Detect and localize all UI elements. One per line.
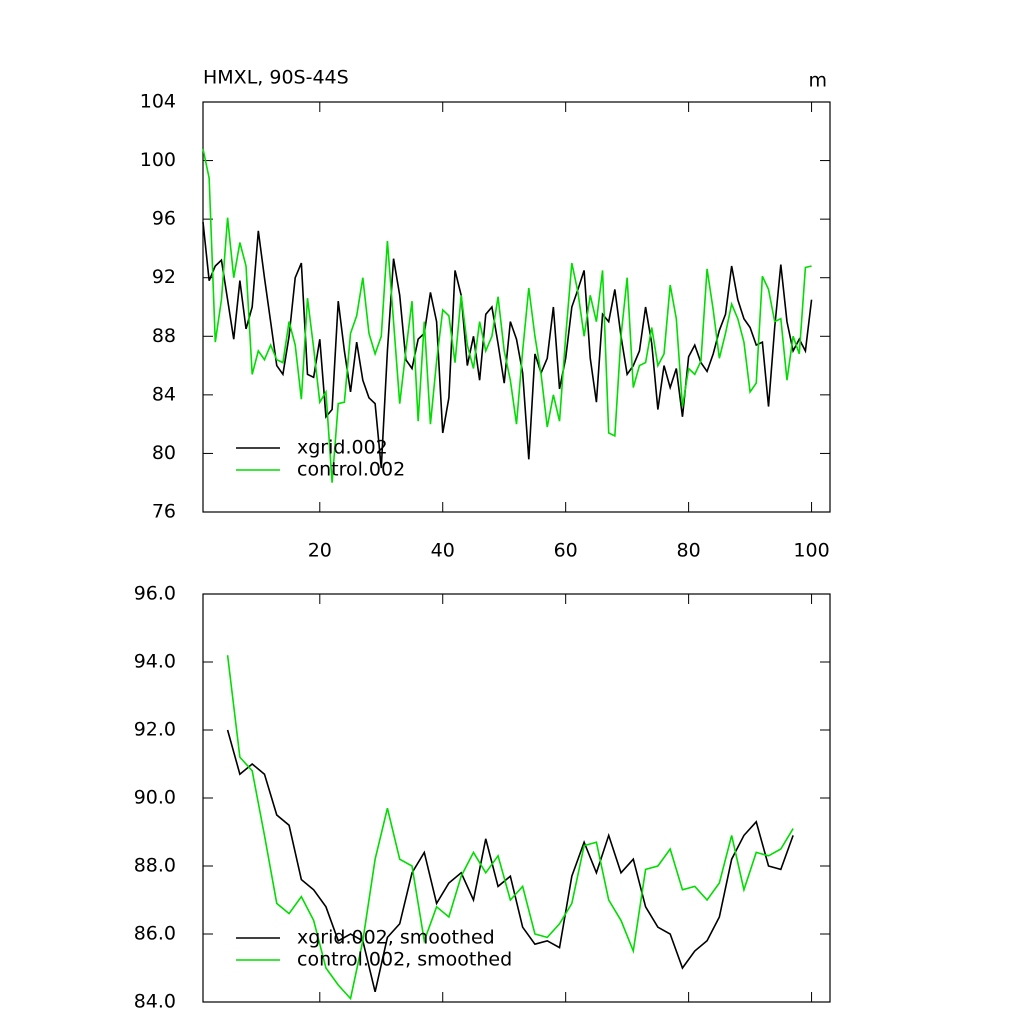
y-tick-label: 84 xyxy=(152,383,176,405)
x-tick-label: 80 xyxy=(677,540,701,562)
y-tick-label: 90.0 xyxy=(134,787,176,809)
plot-frame xyxy=(202,101,831,513)
y-tick-label: 96 xyxy=(152,208,176,230)
y-tick-label: 80 xyxy=(152,442,176,464)
y-tick-label: 86.0 xyxy=(134,923,176,945)
y-tick-label: 92 xyxy=(152,266,176,288)
legend-label: control.002 xyxy=(297,459,405,481)
y-tick-label: 96.0 xyxy=(134,583,176,605)
y-tick-label: 94.0 xyxy=(134,651,176,673)
y-tick-label: 104 xyxy=(140,91,176,113)
data-line xyxy=(226,655,794,1001)
y-tick-label: 88 xyxy=(152,325,176,347)
x-tick-label: 100 xyxy=(793,540,829,562)
y-tick-label: 88.0 xyxy=(134,855,176,877)
units-label: m xyxy=(808,70,827,92)
legend-label: xgrid.002 xyxy=(297,437,388,459)
x-tick-label: 40 xyxy=(431,540,455,562)
y-tick-label: 92.0 xyxy=(134,719,176,741)
x-tick-label: 20 xyxy=(308,540,332,562)
chart-title: HMXL, 90S-44S xyxy=(203,67,349,89)
y-tick-label: 84.0 xyxy=(134,991,176,1013)
data-line xyxy=(202,221,813,469)
y-tick-label: 100 xyxy=(140,149,176,171)
data-line xyxy=(202,148,812,483)
y-tick-label: 76 xyxy=(152,501,176,523)
legend-label: control.002, smoothed xyxy=(297,949,512,971)
data-line xyxy=(226,729,794,992)
x-tick-label: 60 xyxy=(554,540,578,562)
legend-label: xgrid.002, smoothed xyxy=(297,927,495,949)
